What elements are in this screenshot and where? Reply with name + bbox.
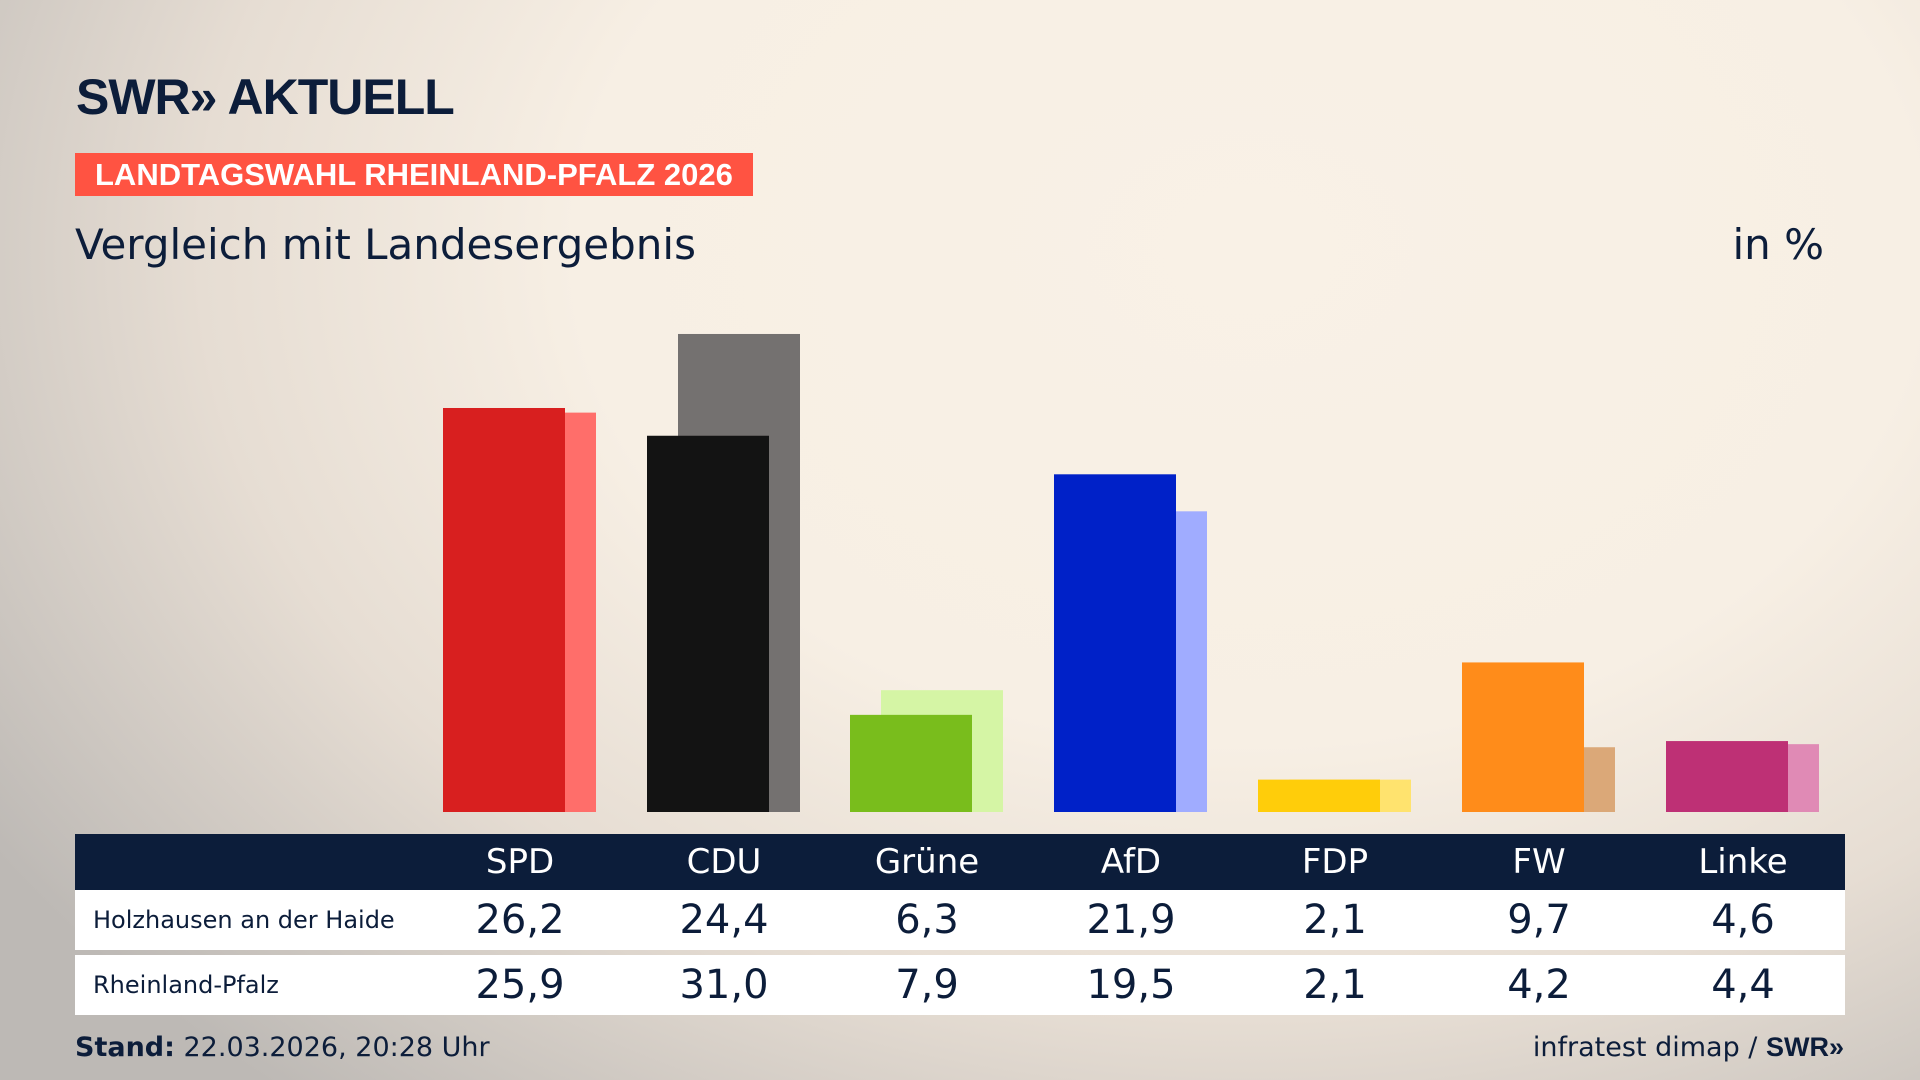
value-cell: 7,9	[895, 962, 959, 1008]
local-bar-grüne	[850, 714, 972, 812]
value-cell: 25,9	[475, 962, 565, 1008]
swr-aktuell-logo: SWR» AKTUELL	[76, 69, 455, 125]
stand-value: 22.03.2026, 20:28 Uhr	[174, 1032, 490, 1063]
party-header: FW	[1512, 842, 1566, 882]
table-header: SPD CDU Grüne AfD FDP FW Linke	[75, 834, 1845, 890]
election-banner: LANDTAGSWAHL RHEINLAND-PFALZ 2026	[75, 153, 753, 196]
party-header: Grüne	[874, 842, 980, 882]
local-bar-spd	[443, 407, 565, 812]
local-bar-afd	[1054, 474, 1176, 812]
chart-subtitle: Vergleich mit Landesergebnis	[75, 220, 696, 269]
value-cell: 21,9	[1086, 897, 1176, 943]
party-header: CDU	[686, 842, 762, 882]
unit-label: in %	[1732, 220, 1824, 269]
source-text: infratest dimap /	[1532, 1032, 1766, 1063]
local-bar-fw	[1462, 662, 1584, 812]
value-cell: 2,1	[1303, 962, 1367, 1008]
party-header: Linke	[1698, 842, 1788, 882]
results-table: SPD CDU Grüne AfD FDP FW Linke Holzhausen an d…	[75, 834, 1845, 1015]
row-label: Holzhausen an der Haide	[93, 906, 395, 934]
table-row: Holzhausen an der Haide 26,2 24,4 6,3 21,9 2,…	[75, 890, 1845, 950]
row-label: Rheinland-Pfalz	[93, 971, 279, 999]
party-header: FDP	[1301, 842, 1369, 882]
party-header: SPD	[485, 842, 555, 882]
value-cell: 4,6	[1711, 897, 1775, 943]
source: infratest dimap / SWR»	[1533, 1032, 1844, 1063]
timestamp: Stand: 22.03.2026, 20:28 Uhr	[75, 1032, 490, 1063]
local-bar-cdu	[647, 435, 769, 812]
swr-logo: SWR»	[1765, 1032, 1844, 1062]
table-row: Rheinland-Pfalz 25,9 31,0 7,9 19,5 2,1 4,2 4,4	[75, 955, 1845, 1015]
party-header: AfD	[1100, 842, 1162, 882]
local-bar-fdp	[1258, 779, 1380, 812]
local-bar-linke	[1666, 741, 1788, 812]
value-cell: 19,5	[1086, 962, 1176, 1008]
value-cell: 26,2	[475, 897, 565, 943]
value-cell: 31,0	[679, 962, 769, 1008]
value-cell: 9,7	[1507, 897, 1571, 943]
value-cell: 4,2	[1507, 962, 1571, 1008]
value-cell: 4,4	[1711, 962, 1775, 1008]
value-cell: 2,1	[1303, 897, 1367, 943]
stand-label: Stand:	[75, 1032, 175, 1063]
value-cell: 24,4	[679, 897, 769, 943]
value-cell: 6,3	[895, 897, 959, 943]
